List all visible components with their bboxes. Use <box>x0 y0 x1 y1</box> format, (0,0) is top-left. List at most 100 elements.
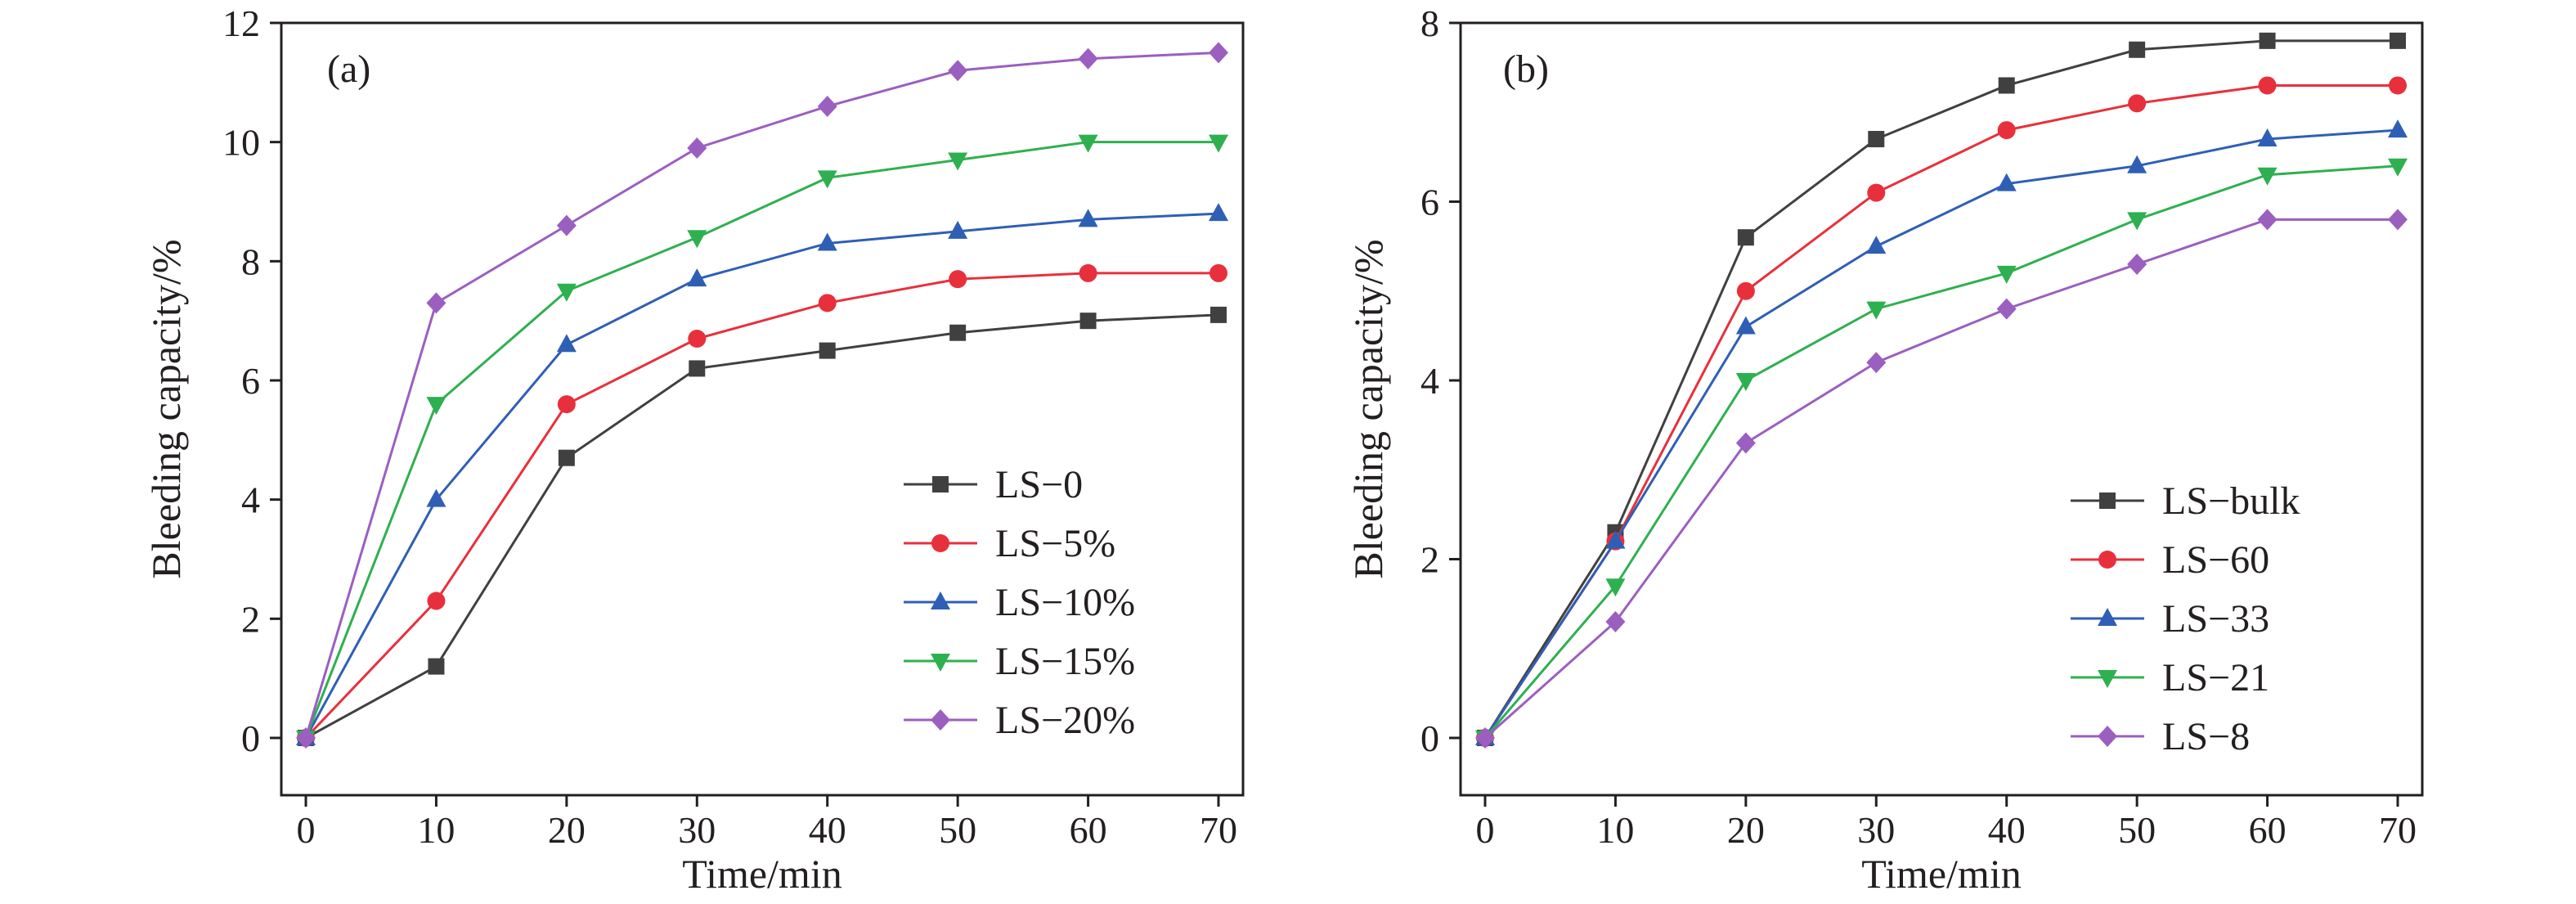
data-point <box>687 268 707 287</box>
data-point <box>1078 209 1098 227</box>
y-tick-label: 2 <box>1420 539 1439 581</box>
panel-label: (b) <box>1503 47 1549 91</box>
data-point <box>1866 236 1887 254</box>
legend-marker <box>931 709 950 731</box>
data-point <box>2127 155 2147 173</box>
data-point <box>948 220 968 239</box>
data-point <box>948 60 968 82</box>
data-point <box>1996 265 2017 284</box>
data-point <box>2257 128 2278 147</box>
data-point <box>427 591 446 610</box>
data-point <box>819 342 836 359</box>
data-point <box>1735 432 1756 454</box>
y-tick-label: 2 <box>241 598 260 640</box>
chart-panel-a: 0 10 20 30 40 50 60 70 0 2 4 6 8 10 12 Time/min Bleeding… <box>143 2 1245 897</box>
series-line <box>1483 128 2399 739</box>
y-tick-label: 0 <box>241 717 260 759</box>
series-line <box>304 212 1219 739</box>
data-point <box>2127 212 2147 231</box>
data-point <box>1996 173 2017 191</box>
data-point <box>1735 373 1756 391</box>
legend-marker <box>931 591 950 609</box>
data-point <box>426 397 447 416</box>
data-point <box>1867 183 1886 202</box>
data-point <box>558 449 575 466</box>
data-point <box>687 230 707 249</box>
legend-marker <box>2098 608 2117 626</box>
data-point <box>1209 42 1228 64</box>
data-point <box>2127 253 2147 275</box>
series-line <box>304 51 1219 739</box>
x-tick-label: 70 <box>1200 809 1237 851</box>
legend-marker <box>2098 726 2117 747</box>
data-point <box>556 283 577 302</box>
legend: LS−bulk LS−60 LS−33 LS−21 LS−8 <box>2071 479 2300 758</box>
legend-marker <box>2099 492 2116 509</box>
x-tick-label: 60 <box>1070 809 1107 851</box>
data-point <box>2257 167 2278 186</box>
data-point <box>2388 158 2408 177</box>
x-tick-label: 0 <box>1476 809 1495 851</box>
legend-label: LS−bulk <box>2162 479 2300 523</box>
y-tick-label: 0 <box>1420 717 1439 759</box>
data-point <box>1078 47 1098 70</box>
data-point <box>1868 131 1885 148</box>
series-line <box>304 272 1218 740</box>
x-axis-label: Time/min <box>682 851 841 897</box>
legend-marker <box>931 534 949 552</box>
data-point <box>426 292 447 314</box>
series-4 <box>296 134 1228 749</box>
data-point <box>1605 610 1626 632</box>
legend-label: LS−8 <box>2162 715 2250 758</box>
x-tick-label: 30 <box>678 809 716 851</box>
data-point <box>689 360 706 377</box>
data-point <box>2388 209 2408 231</box>
legend-label: LS−33 <box>2162 597 2269 641</box>
x-tick-label: 50 <box>2118 809 2156 851</box>
y-tick-label: 8 <box>1420 2 1439 44</box>
data-point <box>1737 229 1754 246</box>
data-point <box>1209 203 1228 222</box>
data-point <box>949 270 967 289</box>
legend: LS−0 LS−5% LS−10% LS−15% LS−20% <box>904 463 1135 742</box>
data-point <box>2388 119 2408 138</box>
data-point <box>1997 121 2016 140</box>
x-tick-label: 30 <box>1857 809 1895 851</box>
x-tick-label: 20 <box>548 809 586 851</box>
x-axis-label: Time/min <box>1861 851 2021 897</box>
x-tick-label: 70 <box>2379 809 2417 851</box>
data-point <box>949 324 967 341</box>
data-point <box>1735 316 1756 335</box>
data-point <box>688 330 707 349</box>
series-line <box>305 313 1219 740</box>
data-point <box>2128 94 2147 113</box>
data-point <box>2257 209 2278 231</box>
legend-marker <box>932 476 949 492</box>
data-point <box>817 170 837 189</box>
series-5 <box>296 42 1228 749</box>
data-point <box>1475 727 1495 749</box>
y-axis-label: Bleeding capacity/% <box>1345 239 1391 578</box>
data-point <box>1209 134 1228 153</box>
data-point <box>818 294 837 313</box>
data-point <box>1605 578 1626 597</box>
x-tick-label: 40 <box>1988 809 2026 851</box>
x-tick-label: 10 <box>1596 809 1634 851</box>
legend-label: LS−21 <box>2162 656 2269 699</box>
legend-label: LS−15% <box>995 640 1135 683</box>
data-point <box>817 95 837 117</box>
data-point <box>556 334 577 353</box>
series-line <box>1483 83 2398 739</box>
y-tick-label: 4 <box>241 479 260 521</box>
data-point <box>1866 352 1887 374</box>
data-point <box>1998 77 2015 94</box>
data-point <box>1079 263 1097 282</box>
data-point <box>1209 263 1227 282</box>
data-point <box>1078 134 1098 153</box>
x-tick-label: 10 <box>417 809 455 851</box>
data-point <box>1736 281 1755 300</box>
data-point <box>2258 76 2277 95</box>
data-point <box>2389 76 2407 95</box>
legend-label: LS−5% <box>995 522 1115 565</box>
